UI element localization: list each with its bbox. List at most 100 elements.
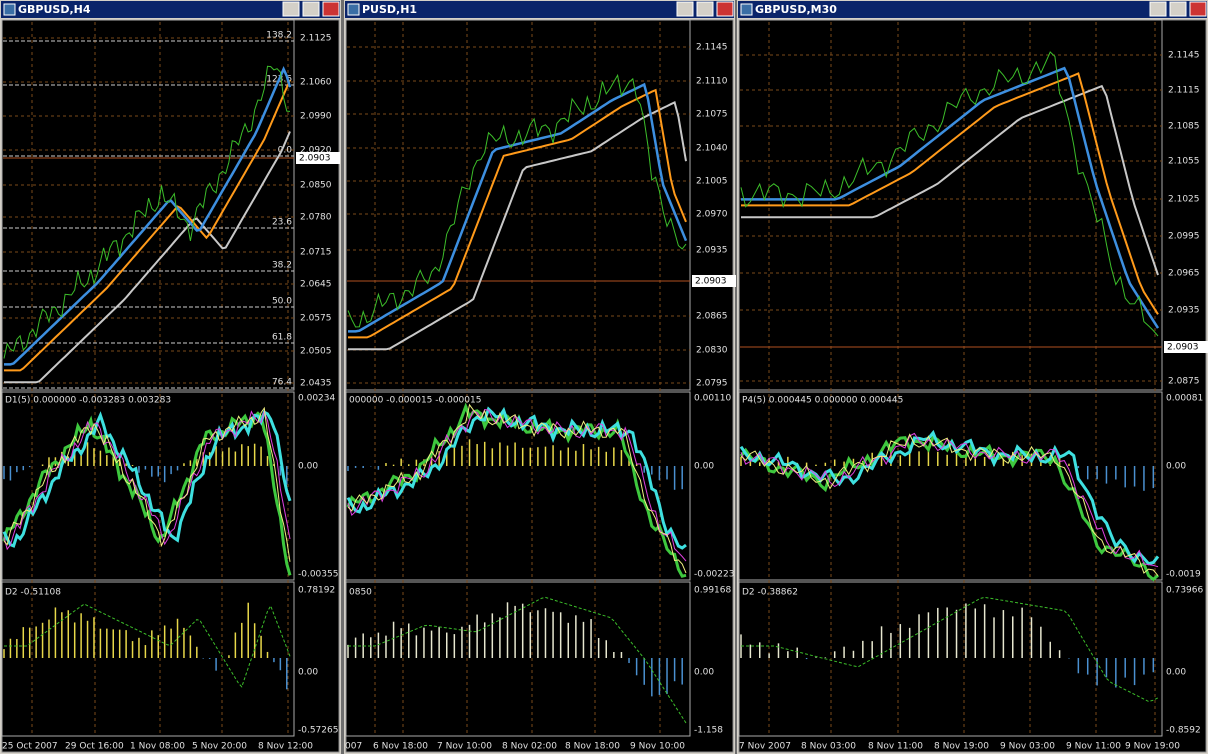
current-price: 2.0903 xyxy=(695,277,727,287)
close-button[interactable] xyxy=(1189,1,1207,17)
indicator-scale: 0.00234 xyxy=(298,394,335,404)
indicator-scale: 0.99168 xyxy=(694,586,731,596)
current-price-box xyxy=(1164,341,1208,353)
price-label: 2.0920 xyxy=(300,146,332,156)
chart-area xyxy=(345,19,734,753)
close-button[interactable] xyxy=(322,1,340,17)
maximize-button[interactable] xyxy=(302,1,320,17)
panel-border xyxy=(1,581,295,737)
price-label: 2.0990 xyxy=(300,112,332,122)
window-icon xyxy=(740,3,753,16)
indicator-label: D2 -0.51108 xyxy=(5,588,61,598)
fib-label: 50.0 xyxy=(272,297,292,307)
ma-slow xyxy=(741,84,1159,276)
price-label: 2.0850 xyxy=(300,181,332,191)
fib-label: 138.2 xyxy=(266,31,292,41)
price-line xyxy=(3,65,291,359)
ma-slow xyxy=(4,131,291,384)
ma-mid xyxy=(4,79,291,372)
time-label: 9 Nov 19:00 xyxy=(1125,742,1180,752)
indicator-scale: 0.00 xyxy=(694,668,714,678)
maximize-button[interactable] xyxy=(1169,1,1187,17)
indicator-label: D2 -0.38862 xyxy=(742,588,798,598)
window-title: GBPUSD,M30 xyxy=(755,3,837,16)
price-label: 2.0970 xyxy=(696,210,728,220)
fib-label: 76.4 xyxy=(272,378,292,388)
fib-label: 61.8 xyxy=(272,333,292,343)
time-label: 5 Nov 20:00 xyxy=(192,742,247,752)
time-label: 8 Nov 12:00 xyxy=(258,742,313,752)
indicator-label: P4(5) 0.000445 0.000000 0.000445 xyxy=(742,396,903,406)
indicator-scale: 0.78192 xyxy=(298,586,335,596)
price-label: 2.0715 xyxy=(300,248,332,258)
price-label: 2.1075 xyxy=(696,110,728,120)
panel-border xyxy=(345,19,691,391)
price-label: 2.1055 xyxy=(1168,157,1200,167)
chart-window: GBPUSD,M30 2.1145 2.1115 2.1085 2.1055 2.1025… xyxy=(737,0,1208,754)
current-price: 2.0903 xyxy=(1167,343,1199,353)
chart-window: PUSD,H1 2.1145 2.1110 2.1075 2.1040 2.1005 2.0… xyxy=(344,0,736,754)
ma-slow xyxy=(348,100,687,351)
panel-border xyxy=(1,391,295,581)
ma-mid xyxy=(348,88,687,339)
time-label: 7 Nov 10:00 xyxy=(437,742,492,752)
indicator-scale: 0.73966 xyxy=(1166,586,1203,596)
indicator-scale: -0.00355 xyxy=(298,570,338,580)
indicator-line xyxy=(2,411,292,576)
minimize-button[interactable] xyxy=(676,1,694,17)
chart-area xyxy=(738,19,1207,753)
title-bar xyxy=(345,1,734,18)
time-label: 9 Nov 11:00 xyxy=(1066,742,1121,752)
indicator-line xyxy=(347,403,687,574)
window-icon xyxy=(347,3,360,16)
ma-fast xyxy=(348,82,688,333)
indicator-label: 000000 -0.000015 -0.000015 xyxy=(349,396,481,406)
indicator-scale: 0.00110 xyxy=(694,394,731,404)
price-label: 2.0865 xyxy=(696,312,728,322)
price-label: 2.1040 xyxy=(696,144,728,154)
fib-label: 23.6 xyxy=(272,218,292,228)
price-label: 2.0780 xyxy=(300,213,332,223)
maximize-button[interactable] xyxy=(696,1,714,17)
indicator-scale: 0.00081 xyxy=(1166,394,1203,404)
ma-fast xyxy=(4,66,292,366)
price-label: 2.0875 xyxy=(1168,377,1200,387)
price-label: 2.0995 xyxy=(1168,232,1200,242)
time-label: 6 Nov 18:00 xyxy=(373,742,428,752)
price-label: 2.0435 xyxy=(300,379,332,389)
current-price-box xyxy=(692,275,736,287)
indicator-scale: -0.00223 xyxy=(694,570,734,580)
indicator-line xyxy=(740,433,1159,577)
price-label: 2.1145 xyxy=(1168,51,1200,61)
price-label: 2.0935 xyxy=(696,246,728,256)
indicator-scale: 0.00 xyxy=(1166,462,1186,472)
price-label: 2.1125 xyxy=(300,34,332,44)
time-label: 1 Nov 08:00 xyxy=(130,742,185,752)
fib-label: 0.0 xyxy=(278,146,293,156)
time-label: 25 Oct 2007 xyxy=(2,742,58,752)
ma-mid xyxy=(741,72,1159,315)
indicator-scale: 0.00 xyxy=(298,668,318,678)
indicator-scale: -1.158 xyxy=(694,726,723,736)
time-label: 7 Nov 2007 xyxy=(739,742,791,752)
current-price: 2.0903 xyxy=(299,154,331,164)
minimize-button[interactable] xyxy=(1149,1,1167,17)
signal-line xyxy=(741,596,1159,703)
price-label: 2.1115 xyxy=(1168,86,1200,96)
indicator-label: D1(5) 0.000000 -0.003283 0.003283 xyxy=(5,396,171,406)
title-bar xyxy=(738,1,1207,18)
indicator-line xyxy=(3,406,291,562)
time-label: 8 Nov 11:00 xyxy=(868,742,923,752)
close-button[interactable] xyxy=(716,1,734,17)
signal-line xyxy=(348,596,687,724)
price-label: 2.1060 xyxy=(300,78,332,88)
price-label: 2.0935 xyxy=(1168,306,1200,316)
time-label: 9 Nov 03:00 xyxy=(1000,742,1055,752)
window-title: PUSD,H1 xyxy=(362,3,417,16)
price-label: 2.1025 xyxy=(1168,195,1200,205)
time-label: 29 Oct 16:00 xyxy=(65,742,124,752)
minimize-button[interactable] xyxy=(282,1,300,17)
ma-fast xyxy=(741,66,1160,329)
indicator-scale: 0.00 xyxy=(298,462,318,472)
